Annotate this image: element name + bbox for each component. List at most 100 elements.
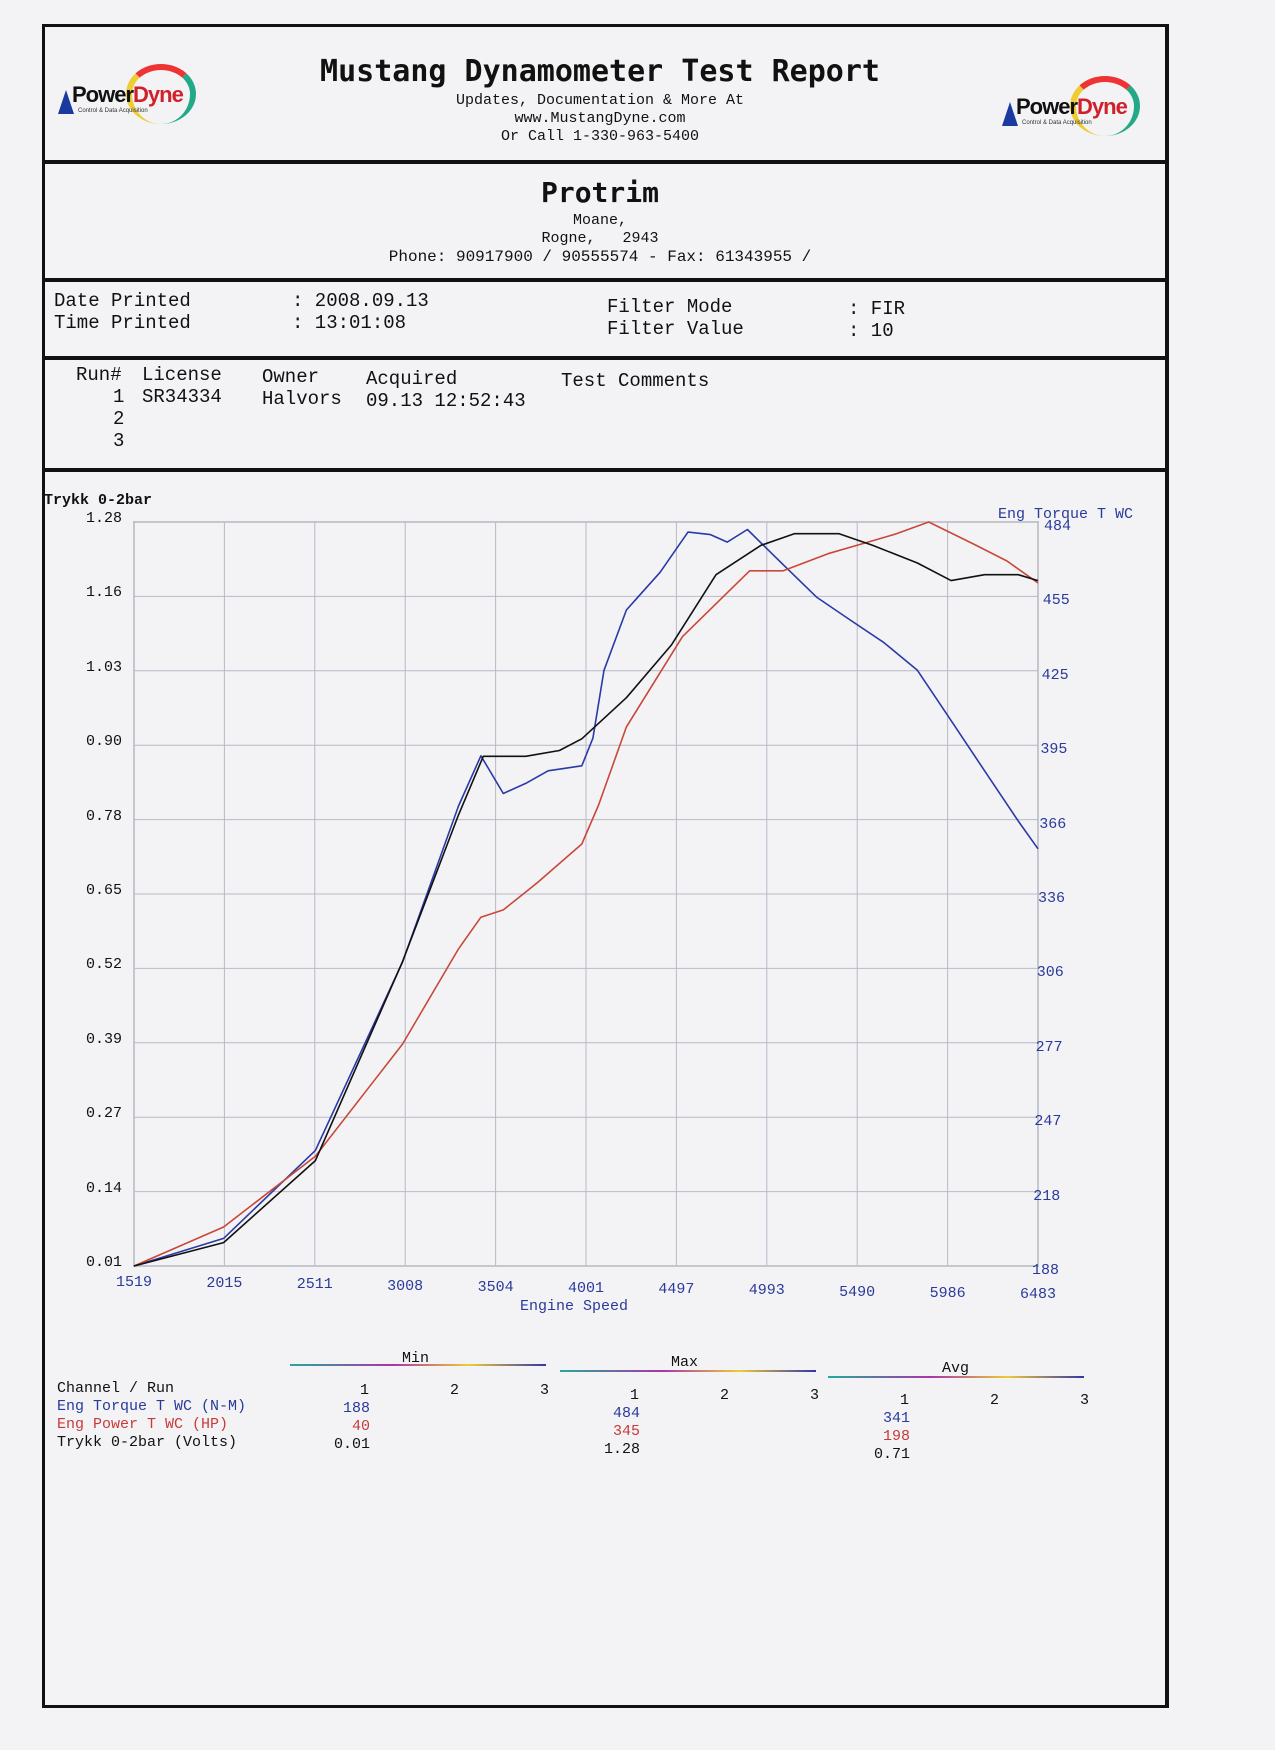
pressure-max: 1.28 (603, 1441, 640, 1458)
channel-torque: Eng Torque T WC (N-M) (57, 1398, 247, 1415)
right-y-tick-label: 484 (1044, 518, 1072, 535)
filter-value-value: : 10 (848, 320, 894, 342)
run-license: SR34334 (142, 386, 222, 408)
left-y-tick-label: 0.39 (85, 1030, 122, 1048)
header-url: www.MustangDyne.com (514, 110, 686, 127)
series-eng-torque-t-wc (133, 528, 1039, 1267)
time-printed-value: : 13:01:08 (292, 312, 407, 334)
right-axis-label: Eng Torque T WC (998, 506, 1134, 523)
power-avg: 198 (882, 1428, 910, 1445)
x-tick-label: 5986 (929, 1284, 966, 1302)
report-frame (42, 24, 1169, 1708)
header-line-1: Updates, Documentation & More At (455, 92, 745, 109)
col-run: Run# (76, 364, 122, 386)
channel-header: Channel / Run (57, 1380, 175, 1397)
run-column-header: 3 (540, 1382, 550, 1399)
x-tick-label: 4993 (748, 1282, 785, 1300)
torque-max: 484 (612, 1405, 640, 1422)
left-y-tick-label: 0.52 (85, 956, 122, 974)
left-y-tick-label: 0.14 (85, 1179, 122, 1197)
filter-mode-value: : FIR (848, 298, 906, 320)
divider (42, 278, 1166, 282)
run-number: 1 (113, 386, 125, 408)
right-y-tick-label: 247 (1034, 1113, 1062, 1131)
x-tick-label: 4001 (567, 1280, 604, 1297)
date-printed-label: Date Printed (54, 290, 191, 312)
right-y-tick-label: 277 (1035, 1038, 1063, 1056)
run-number: 2 (113, 408, 125, 430)
powerdyne-logo-right: PowerDyne Control & Data Acquisition (1000, 74, 1150, 136)
right-y-tick-label: 455 (1042, 592, 1070, 610)
pressure-avg: 0.71 (873, 1446, 910, 1463)
channel-pressure: Trykk 0-2bar (Volts) (57, 1434, 238, 1451)
customer-name: Protrim (540, 176, 659, 209)
run-column-header: 3 (810, 1387, 820, 1404)
powerdyne-logo-left: PowerDyne Control & Data Acquisition (56, 62, 206, 124)
customer-address-1: Moane, (572, 212, 627, 229)
col-test-comments: Test Comments (561, 370, 710, 392)
left-y-tick-label: 1.28 (85, 510, 122, 527)
right-y-tick-label: 425 (1041, 666, 1069, 684)
group-min: Min (402, 1350, 430, 1367)
group-max: Max (671, 1354, 699, 1371)
customer-phone: Phone: 90917900 / 90555574 - Fax: 613439… (388, 248, 812, 266)
x-tick-label: 1519 (115, 1274, 152, 1291)
run-column-header: 2 (720, 1387, 730, 1404)
divider (42, 468, 1166, 472)
left-y-tick-label: 1.16 (85, 584, 122, 602)
divider (42, 160, 1166, 164)
run-column-header: 3 (1080, 1392, 1090, 1409)
x-tick-label: 4497 (658, 1281, 695, 1299)
run-acquired: 09.13 12:52:43 (366, 390, 526, 412)
time-printed-label: Time Printed (54, 312, 191, 334)
col-acquired: Acquired (366, 368, 458, 390)
x-tick-label: 3504 (477, 1278, 514, 1296)
left-y-tick-label: 1.03 (85, 658, 122, 676)
x-tick-label: 2511 (296, 1276, 333, 1294)
series-trykk-0-2bar (133, 532, 1039, 1267)
x-tick-label: 3008 (387, 1277, 424, 1295)
right-y-tick-label: 395 (1040, 741, 1068, 759)
group-avg: Avg (942, 1360, 970, 1377)
left-y-tick-label: 0.01 (85, 1254, 122, 1271)
power-max: 345 (612, 1423, 640, 1440)
run-column-header: 2 (450, 1382, 460, 1399)
customer-address-2: Rogne, 2943 (541, 230, 659, 247)
left-y-tick-label: 0.90 (85, 733, 122, 751)
x-tick-label: 5490 (839, 1283, 876, 1301)
x-tick-label: 6483 (1019, 1286, 1056, 1303)
left-y-tick-label: 0.78 (85, 807, 122, 825)
run-column-header: 1 (360, 1382, 370, 1399)
filter-value-label: Filter Value (607, 318, 744, 340)
filter-mode-label: Filter Mode (607, 296, 733, 318)
right-y-tick-label: 366 (1039, 815, 1067, 833)
left-y-tick-label: 0.65 (85, 882, 122, 899)
x-axis-label: Engine Speed (520, 1298, 629, 1315)
header-phone: Or Call 1-330-963-5400 (500, 128, 700, 145)
run-column-header: 2 (990, 1392, 1000, 1409)
right-y-tick-label: 306 (1036, 964, 1064, 982)
channel-power: Eng Power T WC (HP) (57, 1416, 229, 1433)
run-column-header: 1 (630, 1387, 640, 1404)
date-printed-value: : 2008.09.13 (292, 290, 429, 312)
right-y-tick-label: 188 (1032, 1262, 1060, 1279)
left-y-tick-label: 0.27 (85, 1105, 122, 1123)
run-column-header: 1 (900, 1392, 910, 1409)
power-min: 40 (351, 1418, 370, 1435)
report-title: Mustang Dynamometer Test Report (320, 54, 880, 89)
torque-avg: 341 (882, 1410, 910, 1427)
divider (42, 356, 1166, 360)
right-y-tick-label: 336 (1038, 890, 1066, 907)
col-owner: Owner (262, 366, 320, 388)
pressure-min: 0.01 (333, 1436, 370, 1453)
left-axis-label: Trykk 0-2bar (44, 492, 153, 509)
x-tick-label: 2015 (206, 1275, 243, 1293)
right-y-tick-label: 218 (1033, 1187, 1061, 1205)
run-number: 3 (113, 430, 125, 452)
torque-min: 188 (342, 1400, 370, 1417)
series-eng-power-t-wc (133, 521, 1039, 1267)
run-owner: Halvors (262, 388, 342, 410)
col-license: License (142, 364, 222, 386)
